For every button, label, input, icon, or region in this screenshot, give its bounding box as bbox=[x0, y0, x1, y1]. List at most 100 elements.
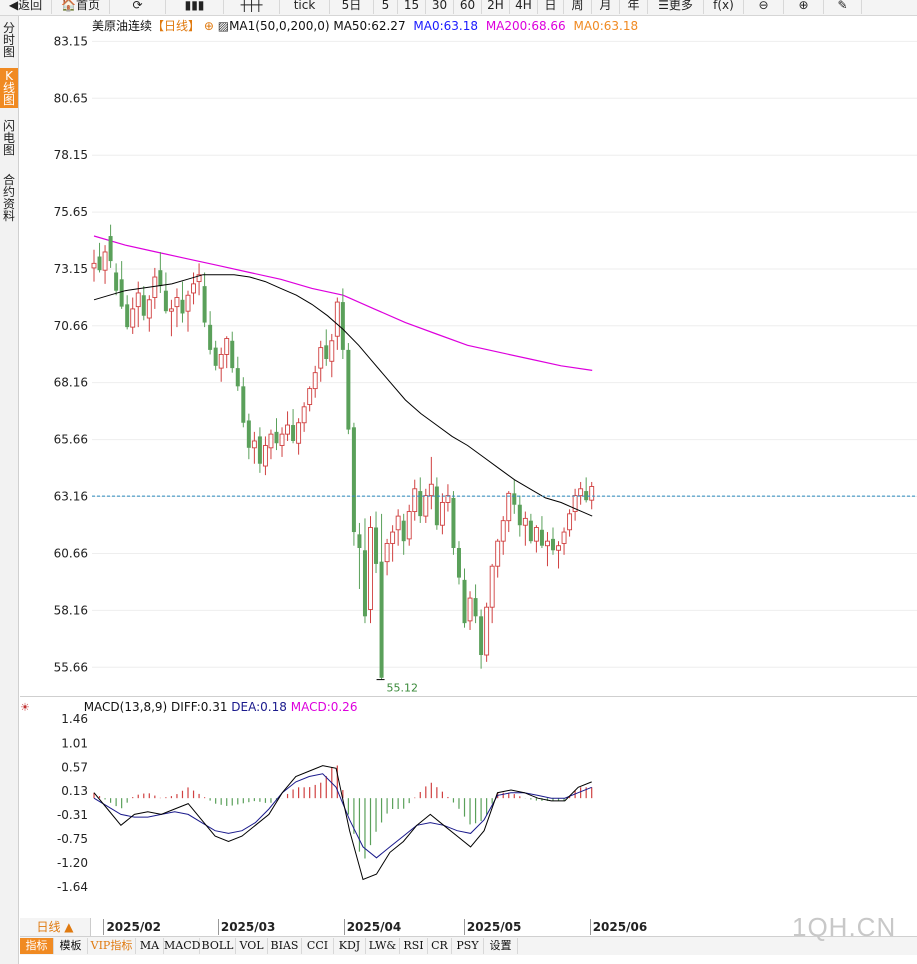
y-tick-label: 63.16 bbox=[54, 490, 88, 504]
ma50-path bbox=[93, 274, 593, 517]
zoom-out-button[interactable]: ⊖ bbox=[744, 0, 784, 14]
candles bbox=[91, 224, 595, 681]
tab-12[interactable]: CR bbox=[428, 938, 452, 954]
candle-body bbox=[567, 513, 573, 531]
period-8-button[interactable]: 15 bbox=[398, 0, 426, 14]
sidebar-item-flash[interactable]: 闪电图 bbox=[2, 119, 15, 157]
tab-14[interactable]: 设置 bbox=[484, 938, 518, 954]
period-12-button[interactable]: 4H bbox=[510, 0, 538, 14]
ma-toggle-icon[interactable]: ▨ bbox=[217, 19, 230, 33]
candle-body bbox=[102, 251, 108, 271]
home-button[interactable]: 🏠首页 bbox=[52, 0, 110, 14]
candle-body bbox=[439, 502, 445, 526]
sidebar-item-kline[interactable]: K线图 bbox=[0, 68, 18, 108]
period-13-button[interactable]: 日 bbox=[538, 0, 564, 14]
candle-body bbox=[374, 527, 379, 564]
period-7-button[interactable]: 5 bbox=[374, 0, 398, 14]
price-y-axis: 83.15 80.65 78.15 75.65 73.15 70.66 68.16 65.66… bbox=[54, 34, 88, 674]
candle-body bbox=[517, 504, 522, 526]
tab-5[interactable]: BOLL bbox=[200, 938, 236, 954]
candle-body bbox=[561, 531, 567, 544]
period-label: 【日线】 bbox=[152, 19, 201, 33]
sidebar-item-timeshare[interactable]: 分时图 bbox=[2, 21, 15, 59]
macd-y-tick-label: -1.64 bbox=[57, 880, 88, 894]
candle-body bbox=[235, 368, 240, 387]
period-15-button[interactable]: 月 bbox=[592, 0, 620, 14]
price-chart[interactable]: 83.15 80.65 78.15 75.65 73.15 70.66 68.16 65.66… bbox=[20, 16, 917, 696]
period-9-button[interactable]: 30 bbox=[426, 0, 454, 14]
candle-body bbox=[251, 440, 257, 449]
candle-body bbox=[418, 491, 423, 517]
function-button[interactable]: f(x) bbox=[704, 0, 744, 14]
y-tick-label: 70.66 bbox=[54, 319, 88, 333]
tab-6[interactable]: VOL bbox=[236, 938, 268, 954]
candle-body bbox=[357, 534, 362, 548]
candle-body bbox=[307, 388, 313, 405]
period-11-button[interactable]: 2H bbox=[482, 0, 510, 14]
macd-chart[interactable]: 1.46 1.01 0.57 0.13 -0.31 -0.75 -1.20 -1.64 bbox=[20, 698, 917, 918]
sidebar-item-contract-info[interactable]: 合约资料 bbox=[2, 173, 15, 223]
tab-2[interactable]: VIP指标 bbox=[88, 938, 136, 954]
candle-body bbox=[135, 292, 141, 308]
date-axis: 日线 ▲ 2025/02 2025/03 2025/04 2025/05 2025/06 bbox=[20, 918, 917, 936]
ma200-value: MA200:68.66 bbox=[485, 19, 566, 33]
ma50-line bbox=[93, 274, 593, 517]
indicator-tabs: 指标 模板 VIP指标 MA MACD BOLL VOL BIAS CCI KDJ LW& RSI CR… bbox=[20, 936, 917, 955]
y-tick-label: 58.16 bbox=[54, 603, 88, 617]
macd-settings-icon[interactable]: ☀ bbox=[20, 701, 30, 714]
tab-13[interactable]: PSY bbox=[452, 938, 484, 954]
period-14-button[interactable]: 周 bbox=[564, 0, 592, 14]
candle-body bbox=[274, 431, 279, 444]
candle-body bbox=[362, 550, 367, 617]
period-selector[interactable]: 日线 ▲ bbox=[20, 918, 91, 936]
period-10-button[interactable]: 60 bbox=[454, 0, 482, 14]
candle-body bbox=[114, 272, 119, 291]
back-button[interactable]: ◀返回 bbox=[0, 0, 52, 14]
candle-body bbox=[218, 353, 224, 369]
refresh-button[interactable]: ⟳ bbox=[110, 0, 166, 14]
menu-button[interactable]: ☰更多 bbox=[648, 0, 704, 14]
candle-body bbox=[180, 299, 185, 314]
period-6-button[interactable]: 5日 bbox=[330, 0, 374, 14]
candle-body bbox=[484, 606, 490, 656]
candle-button[interactable]: ┼┼┼ bbox=[224, 0, 280, 14]
candle-body bbox=[141, 295, 146, 316]
candle-body bbox=[395, 515, 401, 531]
tab-0[interactable]: 指标 bbox=[20, 938, 54, 954]
period-16-button[interactable]: 年 bbox=[620, 0, 648, 14]
x-tick-label: 2025/02 bbox=[103, 919, 161, 935]
y-tick-label: 55.66 bbox=[54, 660, 88, 674]
candle-body bbox=[451, 497, 456, 548]
tab-11[interactable]: RSI bbox=[400, 938, 428, 954]
candle-body bbox=[445, 495, 451, 503]
candle-body bbox=[334, 301, 340, 337]
candle-body bbox=[163, 290, 168, 312]
ma0-value: MA0:63.18 bbox=[413, 19, 478, 33]
top-toolbar: ◀返回 🏠首页 ⟳ ▮▮▮ ┼┼┼ tick 5日 5 15 30 60 2H 4H 日周月年 ☰更多 f(x… bbox=[0, 0, 917, 16]
tab-9[interactable]: KDJ bbox=[334, 938, 366, 954]
period-5-button[interactable]: tick bbox=[280, 0, 330, 14]
tab-8[interactable]: CCI bbox=[302, 938, 334, 954]
candle-body bbox=[185, 294, 191, 312]
candle-body bbox=[108, 236, 113, 262]
tab-10[interactable]: LW& bbox=[366, 938, 400, 954]
zoom-in-button[interactable]: ⊕ bbox=[784, 0, 824, 14]
tab-1[interactable]: 模板 bbox=[54, 938, 88, 954]
candle-body bbox=[312, 372, 318, 390]
candle-body bbox=[406, 511, 412, 540]
x-tick-label: 2025/03 bbox=[217, 919, 275, 935]
candle-body bbox=[130, 308, 136, 328]
tab-7[interactable]: BIAS bbox=[268, 938, 302, 954]
candle-body bbox=[340, 302, 345, 350]
y-tick-label: 83.15 bbox=[54, 34, 88, 48]
tab-3[interactable]: MA bbox=[136, 938, 164, 954]
draw-button[interactable]: ✎ bbox=[824, 0, 862, 14]
panel-divider bbox=[20, 696, 917, 697]
macd-y-tick-label: 0.57 bbox=[61, 760, 88, 774]
bar-chart-button[interactable]: ▮▮▮ bbox=[166, 0, 224, 14]
candle-body bbox=[500, 520, 506, 542]
macd-name: MACD(13,8,9) bbox=[83, 700, 168, 714]
diff-value: DIFF:0.31 bbox=[171, 700, 228, 714]
tab-4[interactable]: MACD bbox=[164, 938, 201, 954]
settings-icon[interactable]: ⊕ bbox=[200, 19, 218, 33]
